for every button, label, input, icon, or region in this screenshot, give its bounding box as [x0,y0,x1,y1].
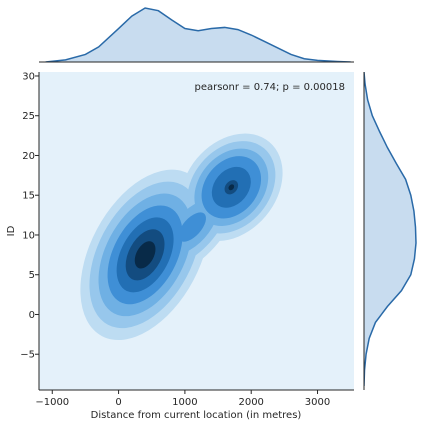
y-tick-label: 30 [22,71,35,82]
kde-level-4-bridge [178,212,206,242]
x-tick-label: 0 [115,397,121,408]
y-tick-label: 15 [22,191,35,202]
right-marginal-fill [364,72,416,387]
y-tick-label: 20 [22,151,35,162]
top-marginal-fill [45,8,351,62]
pearson-annotation: pearsonr = 0.74; p = 0.00018 [194,82,345,93]
x-tick-labels: −1000 0 1000 2000 3000 [35,390,330,408]
right-marginal-kde [364,72,417,387]
y-tick-label: 10 [22,230,35,241]
top-marginal-line [45,7,351,62]
y-tick-label: 0 [29,310,35,321]
x-tick-label: 3000 [305,397,330,408]
x-tick-label: 1000 [172,397,197,408]
y-axis-title: ID [6,225,17,236]
x-axis-title: Distance from current location (in metre… [91,410,302,421]
kde-level-7-primary [134,241,156,269]
top-marginal-kde [45,7,351,62]
kde-level-7-secondary [228,184,235,191]
y-tick-labels: −5 0 5 10 15 20 25 30 [20,71,39,361]
y-tick-label: 25 [22,111,35,122]
x-tick-label: 2000 [238,397,263,408]
kde-contours [80,133,283,341]
y-tick-label: −5 [20,350,35,361]
right-marginal-line [364,72,417,387]
x-tick-label: −1000 [35,397,69,408]
y-tick-label: 5 [29,270,35,281]
